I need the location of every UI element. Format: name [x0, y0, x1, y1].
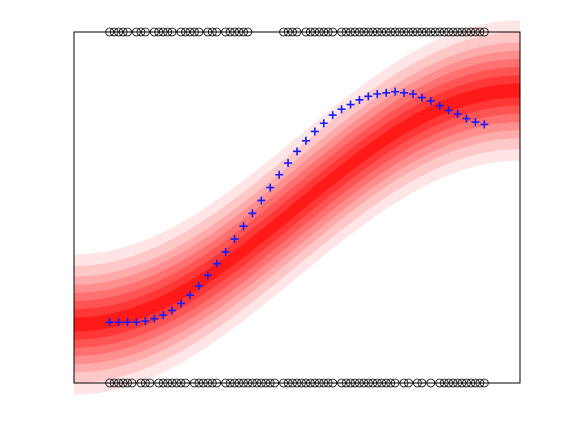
data-point	[328, 111, 337, 120]
data-point	[373, 90, 382, 99]
data-point	[400, 88, 409, 97]
data-point	[293, 147, 301, 156]
data-point	[132, 318, 141, 327]
data-point	[123, 318, 132, 327]
data-point	[159, 311, 168, 320]
data-point	[408, 90, 417, 99]
data-point	[453, 109, 462, 118]
data-point	[275, 170, 284, 179]
data-points	[105, 87, 489, 327]
data-point	[444, 106, 453, 115]
data-point	[319, 119, 328, 128]
data-point	[364, 92, 373, 101]
data-point	[203, 271, 212, 280]
data-point	[185, 291, 194, 300]
data-point	[382, 88, 391, 97]
data-point	[239, 222, 248, 231]
confidence-band-8	[74, 83, 520, 332]
data-point	[168, 306, 177, 315]
data-point	[417, 93, 426, 102]
data-point	[248, 209, 257, 218]
data-point	[177, 299, 186, 308]
data-point	[471, 118, 480, 127]
data-point	[114, 318, 123, 327]
data-point	[257, 196, 266, 205]
data-point	[301, 136, 310, 145]
confidence-bands	[74, 20, 520, 395]
data-point	[284, 159, 293, 168]
data-point	[212, 259, 221, 268]
data-point	[480, 120, 489, 129]
data-point	[391, 87, 400, 96]
data-point	[150, 314, 159, 323]
axes-frame	[73, 31, 521, 384]
data-point	[266, 183, 275, 192]
data-point	[194, 281, 203, 290]
data-point	[435, 101, 444, 110]
data-point	[141, 316, 150, 325]
data-point	[355, 95, 364, 104]
data-point	[346, 100, 355, 109]
data-point	[426, 97, 435, 106]
data-point	[105, 318, 114, 327]
data-point	[310, 127, 319, 136]
data-point	[462, 114, 471, 123]
data-point	[337, 105, 346, 114]
data-point	[230, 235, 239, 244]
data-point	[221, 247, 230, 256]
